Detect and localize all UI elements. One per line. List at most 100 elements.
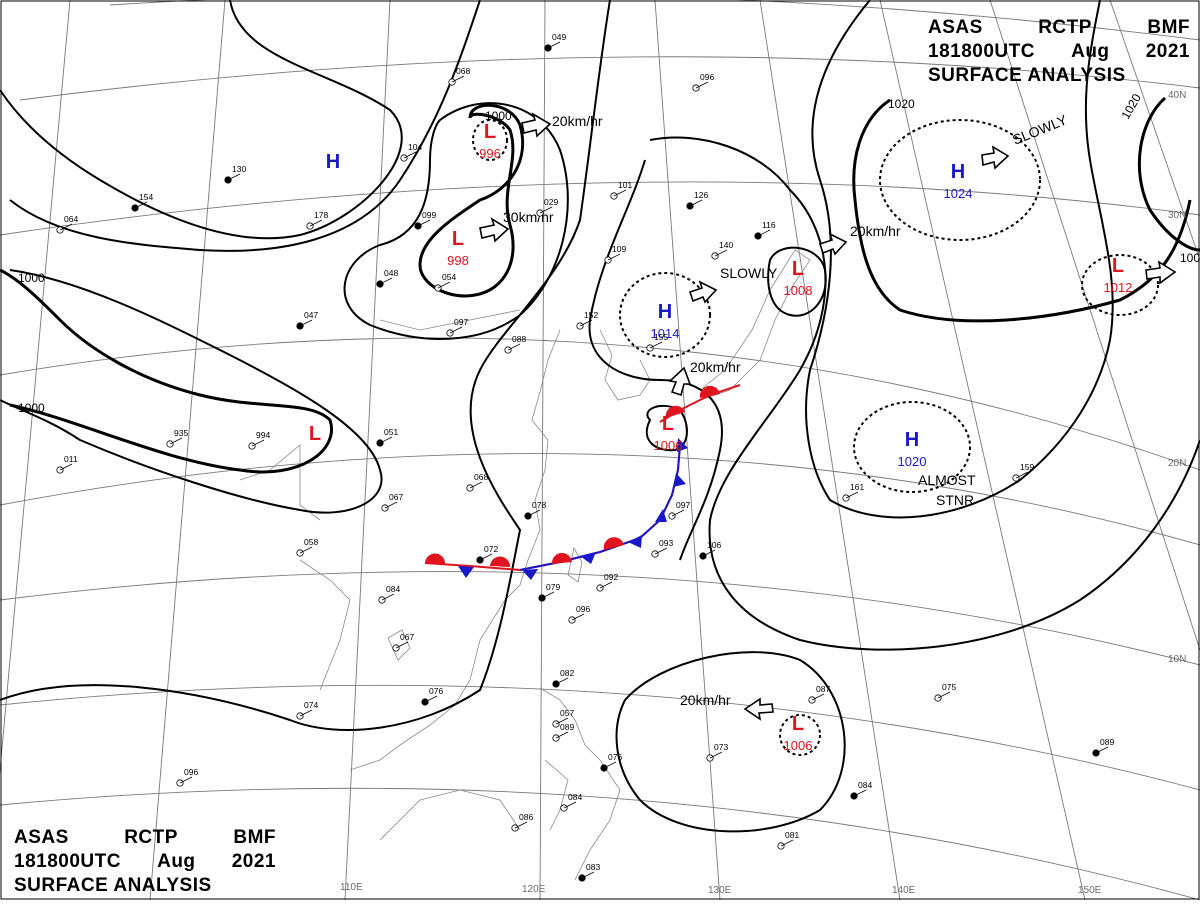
header-office: BMF xyxy=(1147,17,1190,38)
pressure-centers: L 996 L 998 H L H 1014 L 1008 H 1024 L 1012 H 1020 L 1006… xyxy=(309,121,1133,753)
wind-barb xyxy=(527,509,541,517)
lat-label-30n: 30N xyxy=(1168,210,1186,221)
station-pressure: 096 xyxy=(576,604,590,614)
wind-barb xyxy=(379,436,393,444)
latitude-line-40n xyxy=(19,56,1200,101)
isobar-label: 1000 xyxy=(18,401,45,415)
cold-front-triangle xyxy=(677,438,688,452)
station-pressure: 089 xyxy=(560,722,574,732)
graticule xyxy=(0,0,1200,901)
station-pressure: 935 xyxy=(174,428,188,438)
motion-label: SLOWLY xyxy=(720,265,778,281)
footer-title: SURFACE ANALYSIS xyxy=(14,875,212,896)
dotted-isobar xyxy=(853,401,971,493)
latitude-line-30n xyxy=(0,181,1200,236)
station-pressure: 092 xyxy=(604,572,618,582)
isobar xyxy=(0,0,403,240)
station-pressure: 054 xyxy=(442,272,456,282)
wind-barb xyxy=(702,549,716,557)
lat-label-40n: 40N xyxy=(1168,90,1186,101)
pressure-center-value: 1006 xyxy=(784,738,813,753)
low-pressure-center: L xyxy=(452,228,464,250)
isobar-labels: 1000 1000 1000 1020 1020 1000 xyxy=(18,91,1200,415)
wind-barb xyxy=(555,717,569,725)
coastline xyxy=(299,559,351,691)
stationary-front-line xyxy=(424,444,681,572)
station-pressure: 126 xyxy=(694,190,708,200)
motion-arrow-icon xyxy=(981,145,1010,170)
footer-office: BMF xyxy=(233,827,276,848)
station-pressure: 067 xyxy=(400,632,414,642)
longitude-line-130e xyxy=(654,0,721,901)
footer-year: 2021 xyxy=(231,851,276,872)
longitude-line-150e xyxy=(879,0,1086,901)
station-pressure: 076 xyxy=(608,752,622,762)
isobar xyxy=(0,0,611,731)
lon-label-130e: 130E xyxy=(708,885,732,896)
wind-barb xyxy=(384,501,398,509)
wind-barb xyxy=(395,641,409,649)
motion-arrow-icon xyxy=(479,217,510,243)
motion-arrow-icon xyxy=(818,232,848,256)
station-pressure: 086 xyxy=(519,812,533,822)
header-year: 2021 xyxy=(1145,41,1190,62)
motion-label: 20km/hr xyxy=(552,113,603,129)
high-pressure-center: H xyxy=(658,301,672,323)
wind-barb xyxy=(417,219,431,227)
wind-barb xyxy=(581,871,595,879)
motion-label: 30km/hr xyxy=(503,209,554,225)
low-pressure-center: L xyxy=(662,413,674,435)
isobar-1000 xyxy=(0,268,333,474)
wind-barb xyxy=(309,219,323,227)
wind-barb xyxy=(403,151,417,159)
station-pressure: 047 xyxy=(304,310,318,320)
station-pressure: 140 xyxy=(719,240,733,250)
station-pressure: 161 xyxy=(850,482,864,492)
header-bottom-left: ASAS RCTP BMF 181800UTC Aug 2021 SURFACE… xyxy=(14,826,276,898)
station-pressure: 101 xyxy=(618,180,632,190)
fronts xyxy=(424,384,741,580)
wind-barb xyxy=(134,201,148,209)
station-pressure: 109 xyxy=(612,244,626,254)
station-pressure: 076 xyxy=(429,686,443,696)
station-pressure: 075 xyxy=(942,682,956,692)
station-pressure: 011 xyxy=(64,454,78,464)
wind-barb xyxy=(547,41,561,49)
motion-label: 20km/hr xyxy=(850,223,901,239)
motion-label: STNR xyxy=(936,492,974,508)
cold-front-triangle xyxy=(458,566,474,578)
taiwan-coastline xyxy=(567,546,583,583)
isobar-1020 xyxy=(1137,96,1200,252)
header-title: SURFACE ANALYSIS xyxy=(928,65,1126,86)
hainan-coastline xyxy=(387,629,411,661)
station-pressure: 083 xyxy=(586,862,600,872)
warm-front-semicircle xyxy=(551,552,572,564)
wind-barb xyxy=(780,839,794,847)
header-line-2: 181800UTC Aug 2021 xyxy=(928,40,1190,64)
station-pressure: 081 xyxy=(785,830,799,840)
station-pressure: 155 xyxy=(654,332,668,342)
footer-month: Aug xyxy=(157,851,196,872)
wind-barb xyxy=(714,249,728,257)
wind-barb xyxy=(811,693,825,701)
wind-barb xyxy=(757,229,771,237)
header-line-1: ASAS RCTP BMF xyxy=(928,16,1190,40)
station-pressure: 073 xyxy=(714,742,728,752)
isobar xyxy=(615,651,846,833)
wind-barb xyxy=(379,277,393,285)
warm-front-symbols xyxy=(425,385,720,567)
japan-coastline xyxy=(679,249,811,411)
isobar-label: 1020 xyxy=(888,97,915,111)
wind-barb xyxy=(555,731,569,739)
station-pressure: 087 xyxy=(816,684,830,694)
wind-barb xyxy=(603,761,617,769)
station-pressure: 104 xyxy=(408,142,422,152)
warm-front-semicircle xyxy=(603,537,624,550)
longitude-line-140e xyxy=(759,0,901,901)
pressure-center-value: 1020 xyxy=(898,454,927,469)
wind-barb xyxy=(709,751,723,759)
wind-barb xyxy=(179,776,193,784)
wind-barb xyxy=(227,173,241,181)
station-pressure: 051 xyxy=(384,427,398,437)
